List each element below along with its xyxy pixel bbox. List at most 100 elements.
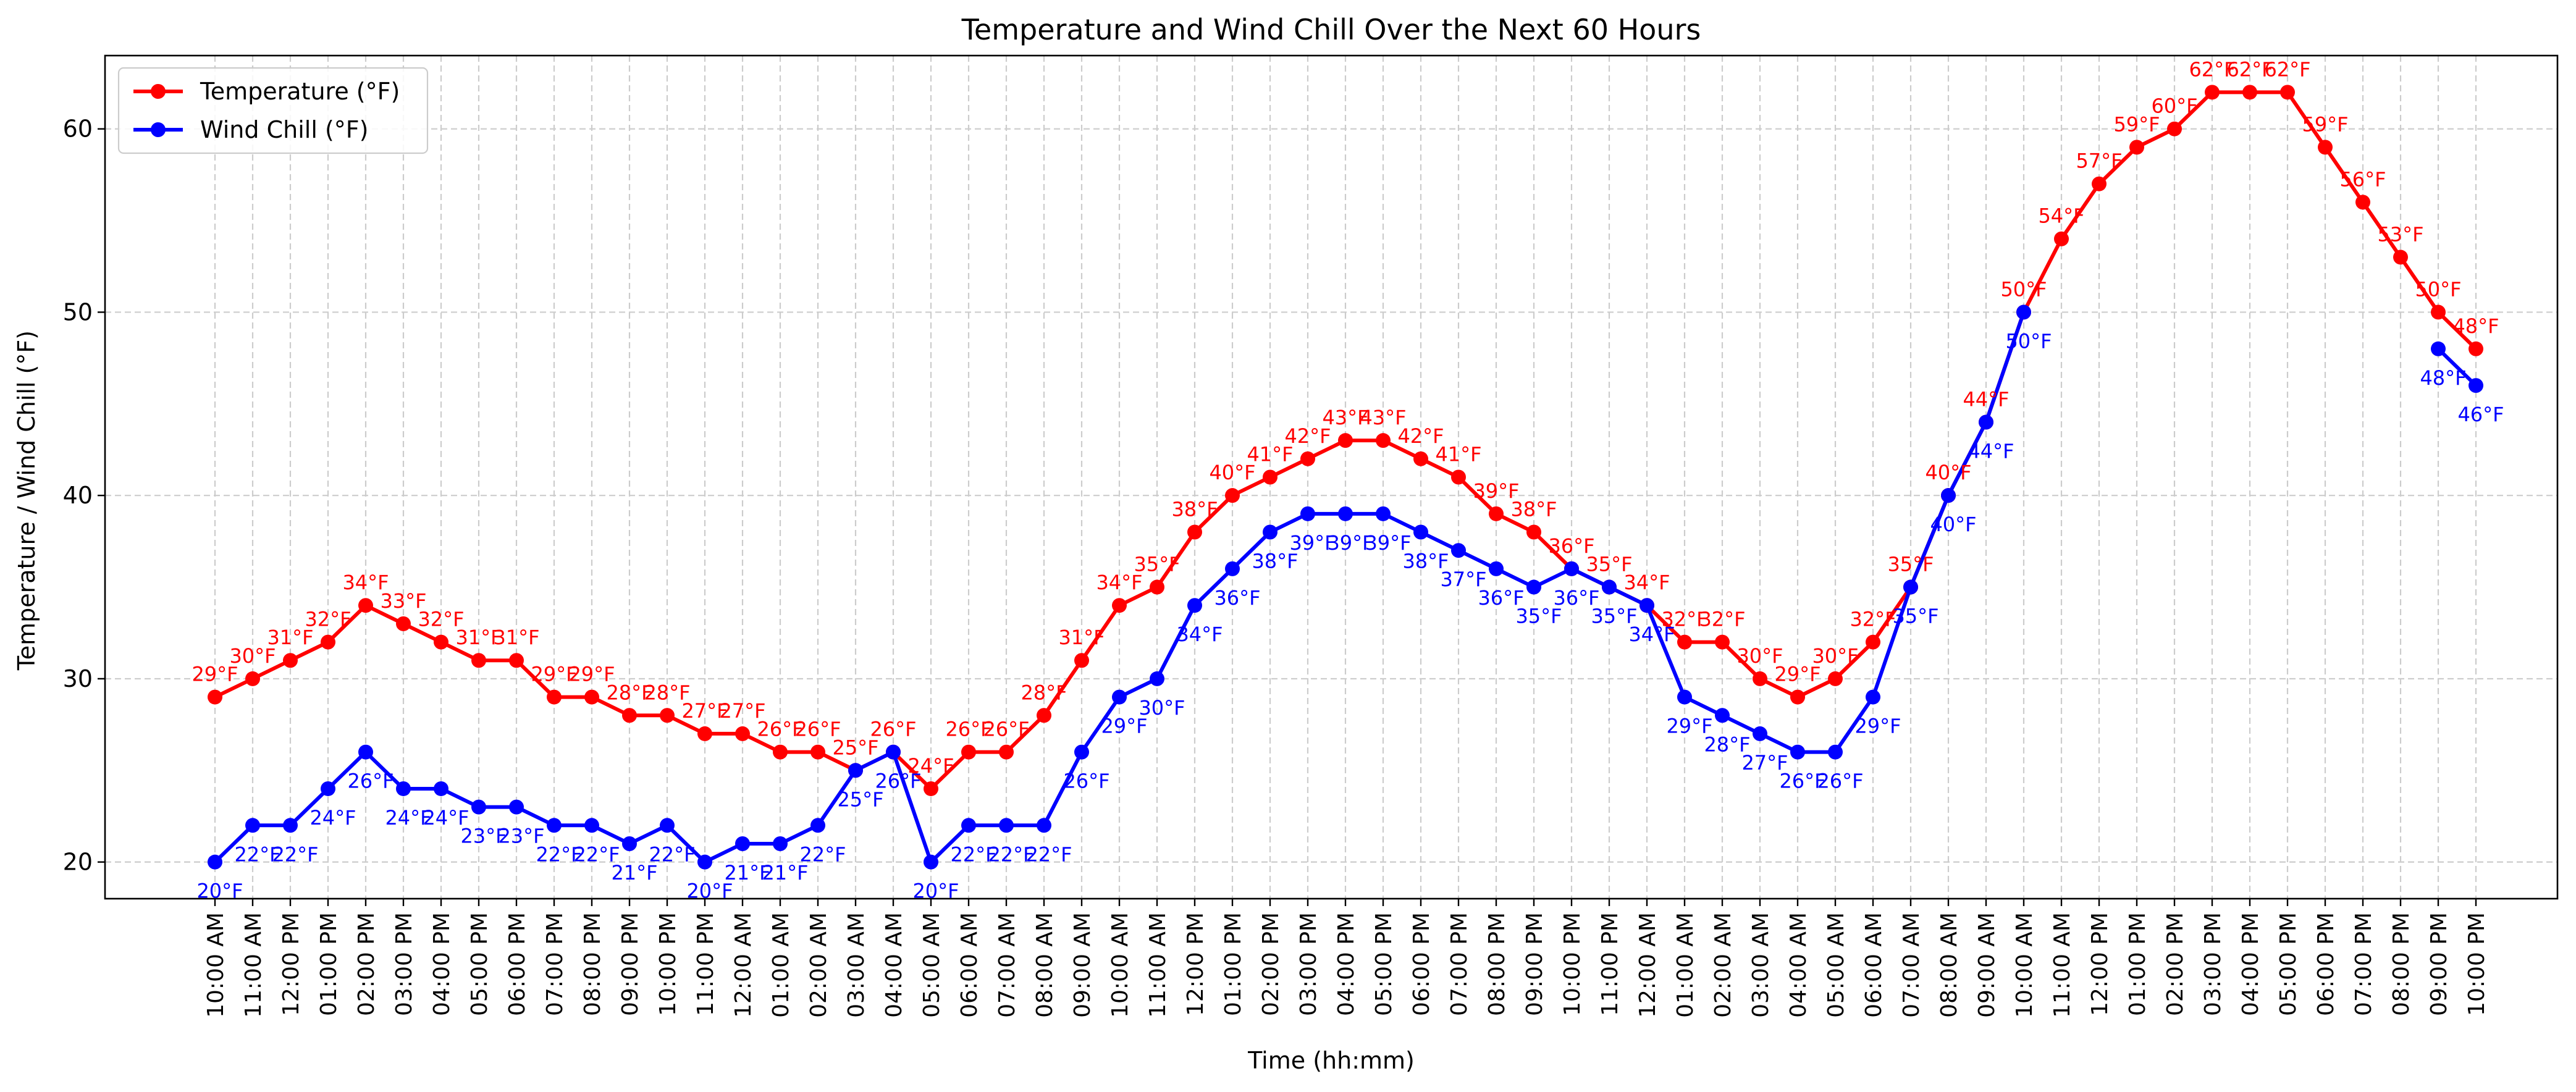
data-label: 42°F	[1397, 424, 1444, 448]
data-labels: 29°F30°F31°F32°F34°F33°F32°F31°F31°F29°F…	[192, 57, 2504, 902]
data-point	[810, 744, 825, 760]
data-label: 53°F	[2377, 222, 2423, 246]
data-label: 38°F	[1510, 498, 1557, 521]
data-point	[471, 799, 486, 815]
data-point	[1715, 708, 1730, 723]
legend-label: Wind Chill (°F)	[200, 116, 368, 143]
x-tick-label: 07:00 AM	[995, 912, 1020, 1018]
data-point	[622, 836, 637, 851]
data-label: 22°F	[536, 842, 582, 866]
data-point	[1376, 433, 1391, 448]
series-layer	[208, 85, 2483, 870]
data-label: 22°F	[799, 842, 846, 866]
data-point	[1413, 451, 1428, 466]
data-label: 20°F	[912, 880, 959, 903]
data-label: 35°F	[1591, 605, 1637, 628]
data-label: 35°F	[1134, 553, 1180, 576]
data-point	[1941, 488, 1956, 503]
data-label: 59°F	[2113, 112, 2160, 136]
data-point	[434, 781, 448, 796]
data-point	[471, 653, 486, 668]
data-label: 29°F	[1774, 663, 1820, 686]
data-point	[697, 726, 712, 741]
data-label: 21°F	[762, 861, 808, 884]
data-point	[697, 854, 712, 870]
data-label: 46°F	[2457, 403, 2504, 426]
data-label: 35°F	[1892, 605, 1938, 628]
data-label: 24°F	[309, 806, 356, 830]
data-point	[509, 799, 524, 815]
data-label: 40°F	[1930, 513, 1976, 536]
data-point	[1187, 598, 1202, 613]
data-point	[1037, 708, 1051, 723]
data-label: 54°F	[2038, 204, 2084, 228]
data-point	[1677, 689, 1692, 705]
x-tick-label: 06:00 AM	[1861, 912, 1887, 1018]
data-label: 30°F	[1139, 696, 1185, 720]
data-point	[547, 689, 562, 705]
data-point	[1753, 671, 1767, 686]
x-tick-label: 07:00 PM	[1447, 912, 1472, 1016]
data-label: 29°F	[192, 663, 238, 686]
data-label: 27°F	[681, 699, 728, 723]
data-label: 24°F	[423, 806, 469, 830]
y-tick-label: 30	[63, 665, 93, 692]
data-point	[1903, 579, 1918, 595]
data-label: 23°F	[498, 825, 544, 848]
x-tick-label: 04:00 AM	[1786, 912, 1811, 1018]
data-label: 62°F	[2264, 57, 2310, 81]
axes: 20 30 40 50 60 10:00 AM 11:00 AM 12:00 PM 01:00 …	[63, 54, 2559, 1018]
y-tick-label: 60	[63, 116, 93, 143]
x-tick-label: 04:00 PM	[429, 912, 455, 1016]
data-point	[1790, 744, 1805, 760]
x-tick-label: 02:00 AM	[806, 912, 831, 1018]
x-tick-label: 03:00 AM	[844, 912, 869, 1018]
x-tick-label: 05:00 PM	[2276, 912, 2301, 1016]
data-point	[321, 781, 335, 796]
data-point	[1074, 653, 1089, 668]
data-point	[1225, 488, 1240, 503]
x-tick-label: 08:00 PM	[2389, 912, 2414, 1016]
data-label: 27°F	[719, 699, 765, 723]
x-tick-label: 11:00 AM	[2050, 912, 2075, 1018]
data-point	[434, 634, 448, 650]
x-tick-label: 01:00 PM	[316, 912, 342, 1016]
data-label: 32°F	[1699, 608, 1745, 631]
data-label: 22°F	[649, 842, 695, 866]
data-point	[1300, 506, 1315, 521]
data-point	[735, 726, 750, 741]
data-point	[773, 744, 788, 760]
data-point	[2431, 341, 2446, 356]
x-tick-label: 12:00 PM	[279, 912, 304, 1016]
data-label: 36°F	[1553, 586, 1599, 610]
data-label: 43°F	[1322, 406, 1368, 429]
data-point	[1866, 689, 1880, 705]
x-tick-label: 10:00 AM	[203, 912, 229, 1018]
data-label: 35°F	[1887, 553, 1934, 576]
data-label: 34°F	[1176, 623, 1223, 646]
data-point	[208, 689, 222, 705]
data-label: 34°F	[1628, 623, 1675, 646]
data-point	[1979, 414, 1993, 430]
data-label: 22°F	[988, 842, 1034, 866]
data-point	[810, 818, 825, 833]
data-point	[584, 689, 599, 705]
y-axis-label: Temperature / Wind Chill (°F)	[13, 330, 40, 671]
data-point	[924, 781, 938, 796]
data-point	[1602, 579, 1617, 595]
legend-marker	[151, 84, 166, 99]
data-label: 30°F	[1812, 644, 1858, 668]
data-point	[358, 744, 373, 760]
data-label: 62°F	[2189, 57, 2235, 81]
data-point	[961, 744, 976, 760]
data-label: 25°F	[837, 788, 883, 811]
data-label: 32°F	[1661, 608, 1707, 631]
data-label: 38°F	[1171, 498, 1218, 521]
data-label: 26°F	[1779, 770, 1825, 793]
data-label: 30°F	[229, 644, 276, 668]
data-point	[924, 854, 938, 870]
data-point	[1150, 579, 1164, 595]
data-label: 40°F	[1925, 461, 1971, 484]
data-point	[735, 836, 750, 851]
